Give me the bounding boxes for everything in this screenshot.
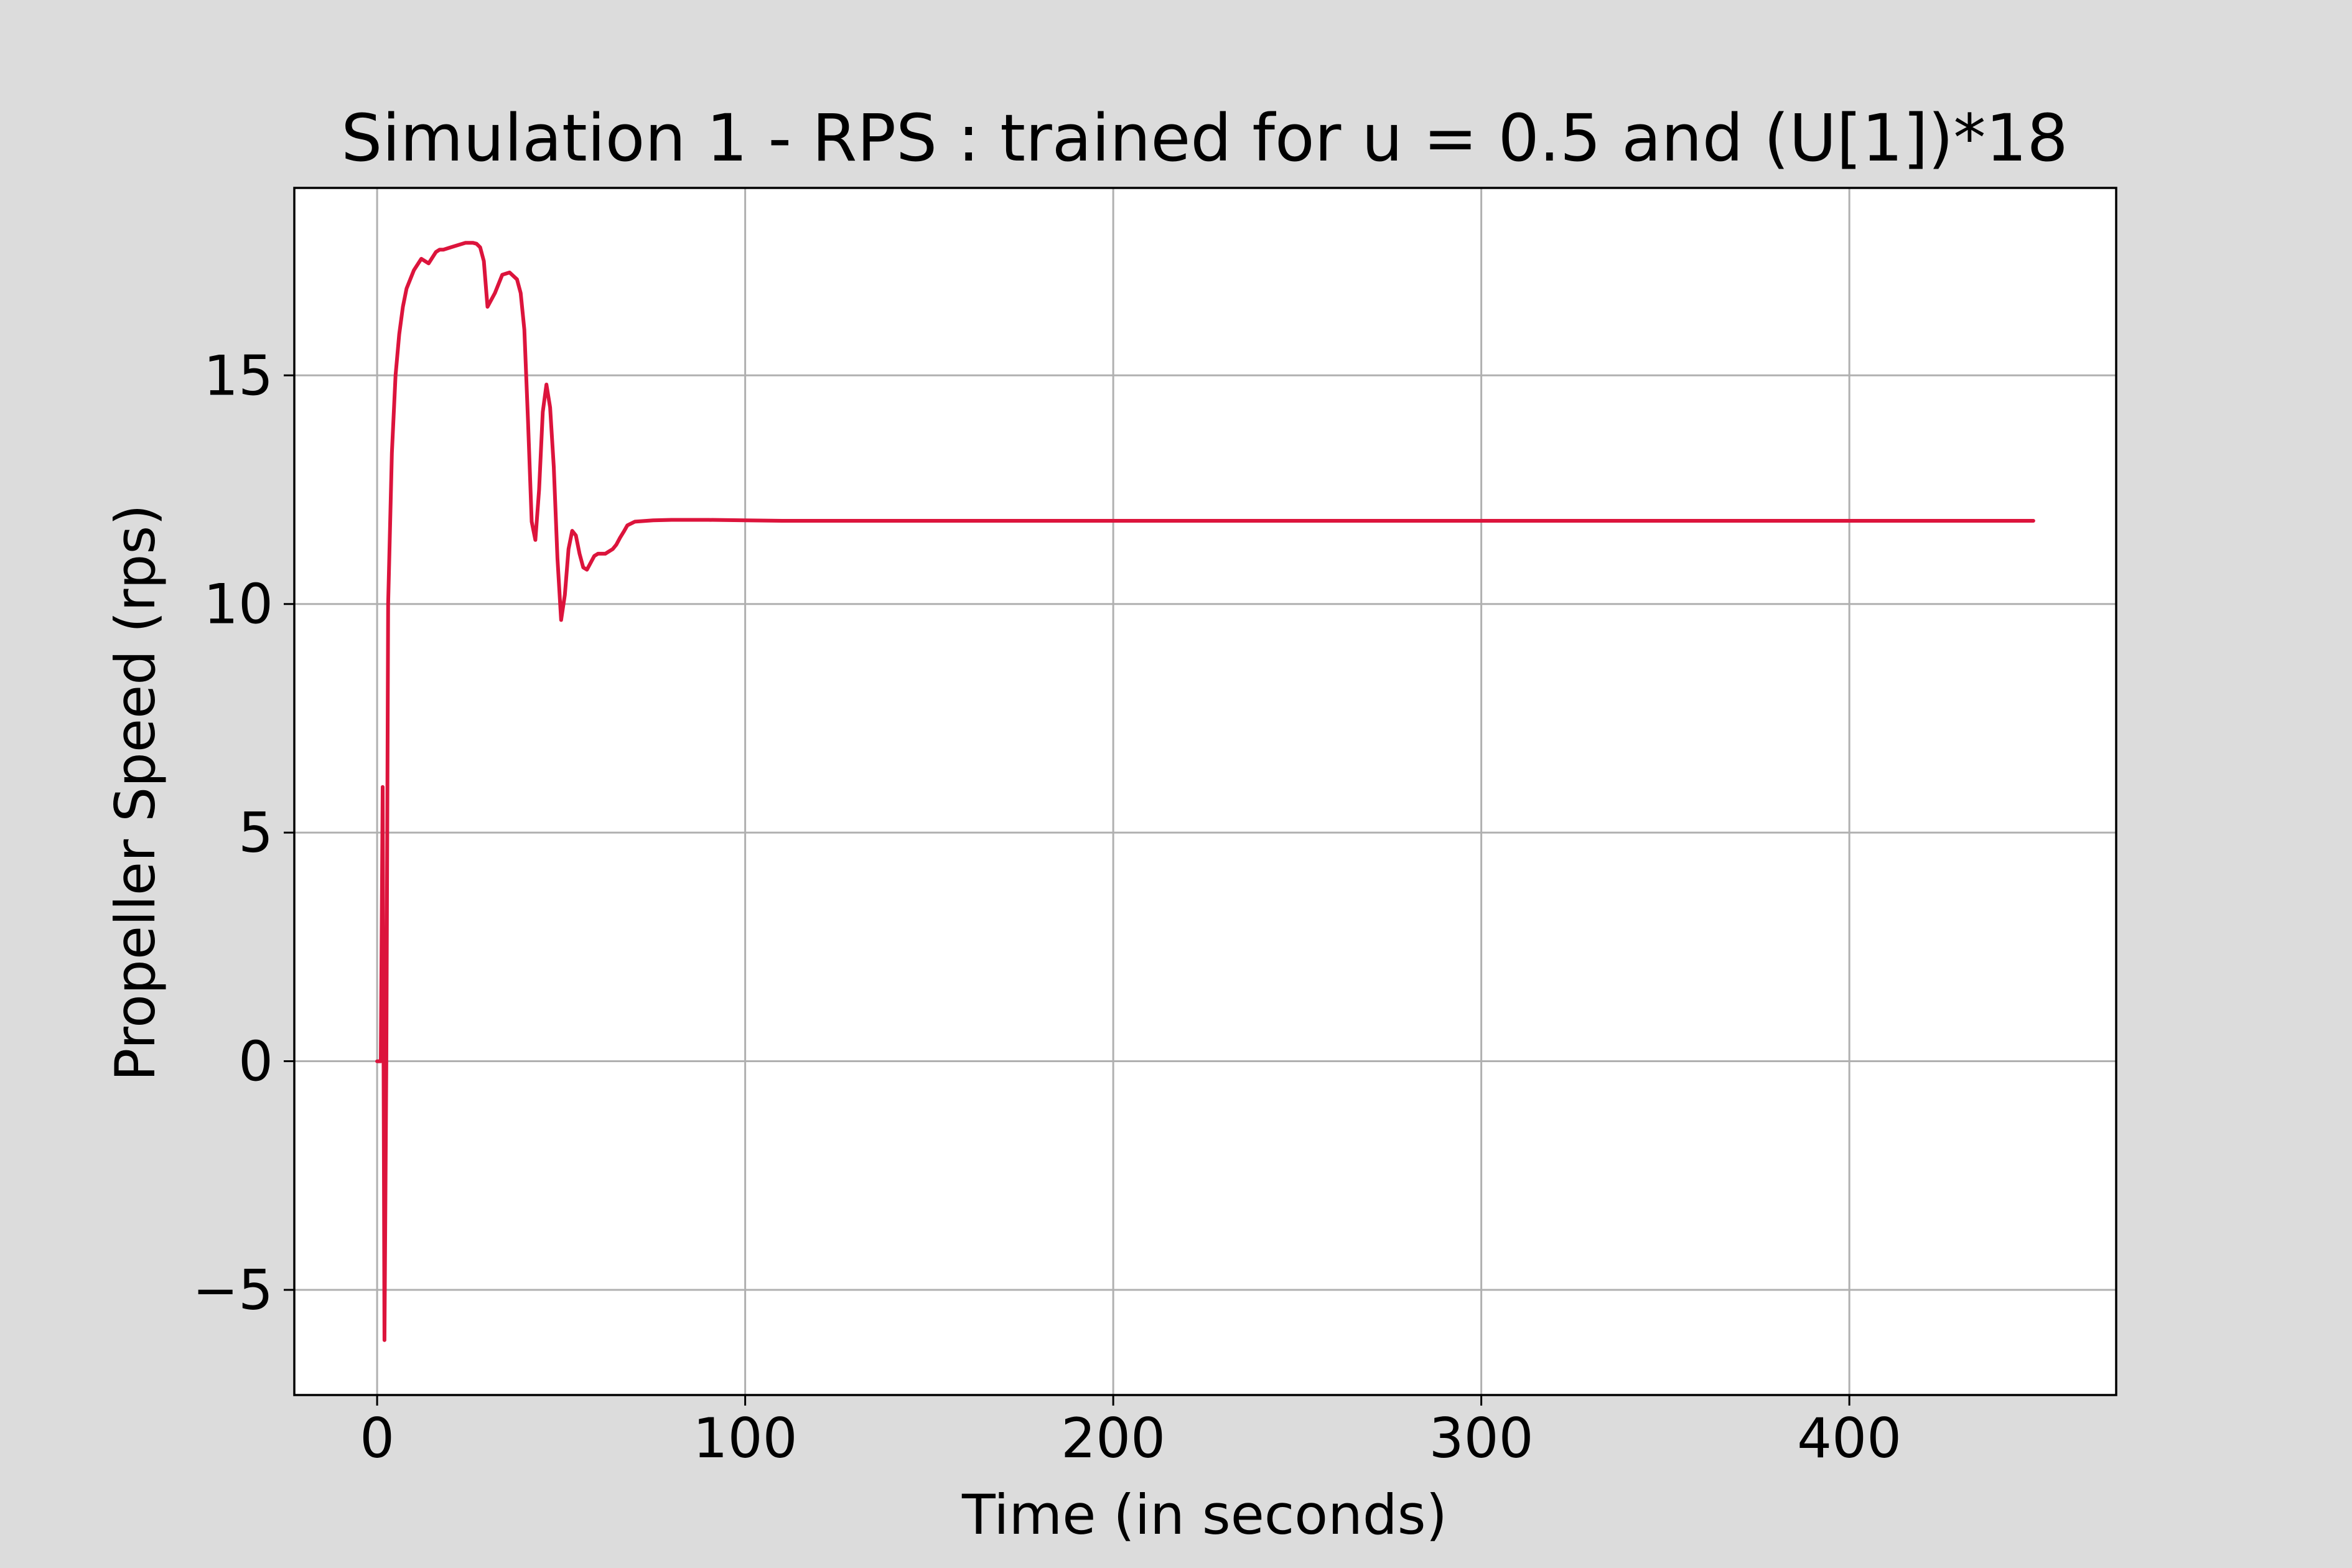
series-line — [375, 241, 2035, 1342]
grid-lines — [294, 188, 2116, 1395]
y-tick-label: 10 — [203, 572, 273, 637]
x-tick-label: 400 — [1797, 1406, 1902, 1470]
y-tick-label: −5 — [192, 1258, 273, 1322]
x-tick-label: 100 — [693, 1406, 798, 1470]
y-tick-label: 15 — [203, 343, 273, 408]
y-tick-label: 0 — [238, 1030, 273, 1094]
y-axis-label: Propeller Speed (rps) — [103, 504, 167, 1081]
plot-frame — [293, 187, 2117, 1396]
series-lines — [375, 241, 2035, 1342]
x-tick-label: 300 — [1429, 1406, 1534, 1470]
plot-area — [294, 188, 2116, 1395]
y-tick-label: 5 — [238, 801, 273, 865]
axis-ticks: 0 100 200 300 400 −5 0 5 10 15 — [192, 343, 1902, 1470]
x-axis-label: Time (in seconds) — [961, 1483, 1447, 1547]
x-tick-label: 0 — [360, 1406, 394, 1470]
chart-title: Simulation 1 - RPS : trained for u = 0.5… — [341, 100, 2068, 176]
x-tick-label: 200 — [1061, 1406, 1165, 1470]
